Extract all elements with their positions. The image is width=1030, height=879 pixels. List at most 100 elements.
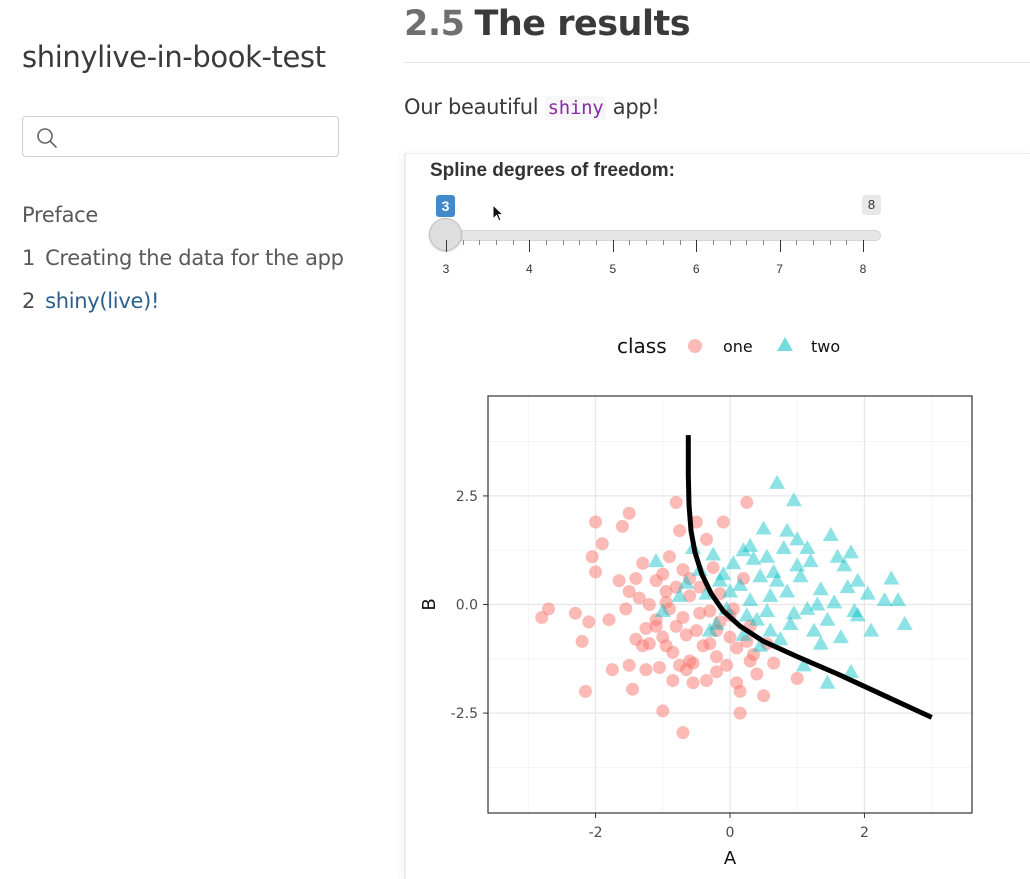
data-point-one bbox=[686, 676, 700, 690]
data-point-one bbox=[683, 571, 697, 585]
slider-tick-label: 4 bbox=[526, 262, 533, 276]
search-box[interactable] bbox=[22, 116, 339, 157]
data-point-two bbox=[812, 581, 829, 596]
data-point-two bbox=[779, 522, 796, 537]
data-point-two bbox=[836, 557, 853, 572]
data-point-one bbox=[706, 561, 720, 575]
slider-minor-tick bbox=[712, 240, 714, 245]
data-point-one bbox=[595, 537, 609, 551]
search-input[interactable] bbox=[67, 121, 331, 154]
slider-minor-tick bbox=[646, 240, 648, 245]
data-point-two bbox=[789, 557, 806, 572]
data-point-one bbox=[656, 567, 670, 581]
data-point-two bbox=[758, 548, 775, 563]
data-point-one bbox=[710, 650, 724, 664]
mouse-cursor-icon bbox=[492, 204, 505, 222]
data-point-one bbox=[615, 519, 629, 533]
data-point-two bbox=[832, 629, 849, 644]
data-point-two bbox=[849, 607, 866, 622]
data-point-two bbox=[802, 553, 819, 568]
x-tick-label: 2 bbox=[860, 825, 869, 841]
data-point-one bbox=[639, 663, 653, 677]
intro-text-end: app! bbox=[606, 95, 660, 119]
slider-minor-tick bbox=[462, 240, 464, 245]
sidebar-item-preface[interactable]: Preface bbox=[22, 203, 98, 227]
data-point-two bbox=[705, 546, 722, 561]
data-point-two bbox=[822, 527, 839, 541]
data-point-two bbox=[819, 611, 836, 626]
data-point-two bbox=[859, 585, 876, 600]
data-point-two bbox=[738, 607, 755, 622]
scatter-plot: class one two -2 0 2 2.5 0.0 -2.5 A B bbox=[419, 334, 973, 869]
legend-label-one: one bbox=[723, 337, 753, 356]
data-point-one bbox=[757, 689, 771, 703]
data-point-one bbox=[622, 658, 636, 672]
data-point-one bbox=[693, 580, 707, 594]
data-point-two bbox=[715, 566, 732, 581]
slider-tick bbox=[446, 240, 447, 252]
data-point-one bbox=[639, 621, 653, 635]
page-heading: 2.5 The results bbox=[404, 4, 691, 44]
slider-max-badge: 8 bbox=[862, 195, 881, 215]
data-point-two bbox=[779, 583, 796, 598]
data-point-two bbox=[762, 587, 779, 602]
data-point-two bbox=[758, 603, 775, 618]
data-point-one bbox=[659, 584, 673, 598]
intro-text: Our beautiful bbox=[404, 95, 545, 119]
data-point-one bbox=[733, 706, 747, 720]
data-point-two bbox=[846, 603, 863, 618]
slider-tick-label: 8 bbox=[859, 262, 867, 276]
data-point-one bbox=[612, 574, 626, 588]
slider-tick bbox=[696, 240, 698, 252]
intro-paragraph: Our beautiful shiny app! bbox=[404, 95, 660, 120]
slider-minor-tick bbox=[479, 240, 481, 245]
data-point-two bbox=[799, 600, 816, 615]
section-title: The results bbox=[474, 4, 691, 44]
sidebar-item-shinylive[interactable]: 2 shiny(live)! bbox=[22, 289, 159, 313]
data-point-one bbox=[740, 495, 754, 509]
y-axis-label: B bbox=[419, 598, 440, 610]
data-point-one bbox=[790, 671, 804, 685]
data-point-two bbox=[711, 572, 728, 587]
data-point-two bbox=[752, 568, 769, 583]
data-point-one bbox=[632, 591, 646, 605]
data-point-two bbox=[748, 611, 765, 626]
data-point-two bbox=[671, 587, 688, 602]
slider-label: Spline degrees of freedom: bbox=[430, 160, 675, 181]
data-point-two bbox=[775, 540, 792, 555]
data-point-two bbox=[735, 542, 752, 557]
y-tick-label: 0.0 bbox=[456, 598, 478, 614]
data-point-two bbox=[722, 583, 738, 598]
slider-handle[interactable] bbox=[429, 218, 462, 251]
slider-tick bbox=[529, 240, 531, 252]
slider-minor-tick bbox=[662, 240, 664, 245]
slider-tick-label: 5 bbox=[609, 262, 617, 276]
data-point-two bbox=[826, 594, 843, 609]
data-point-one bbox=[582, 615, 596, 629]
data-point-two bbox=[819, 674, 836, 689]
data-point-two bbox=[812, 635, 829, 650]
sidebar-item-number: 1 bbox=[22, 246, 36, 270]
data-point-one bbox=[699, 532, 713, 546]
data-point-one bbox=[689, 624, 703, 638]
data-point-one bbox=[693, 606, 707, 620]
data-point-one bbox=[673, 524, 687, 538]
slider-minor-tick bbox=[812, 240, 814, 245]
search-icon bbox=[37, 128, 57, 148]
data-point-one bbox=[649, 619, 663, 633]
x-axis-label: A bbox=[724, 848, 737, 869]
data-point-two bbox=[745, 550, 762, 565]
data-point-one bbox=[605, 663, 619, 677]
sidebar-item-creating-data[interactable]: 1 Creating the data for the app bbox=[22, 246, 344, 270]
data-point-two bbox=[678, 574, 695, 589]
heading-divider bbox=[404, 62, 1030, 63]
slider-minor-tick bbox=[496, 240, 498, 245]
y-tick-label: 2.5 bbox=[456, 489, 478, 505]
sidebar: shinylive-in-book-test Preface 1 Creating… bbox=[0, 0, 380, 878]
data-point-two bbox=[765, 563, 782, 578]
data-point-one bbox=[736, 571, 750, 585]
slider-minor-tick bbox=[829, 240, 831, 245]
data-point-one bbox=[733, 684, 747, 698]
site-title[interactable]: shinylive-in-book-test bbox=[22, 40, 326, 74]
data-point-one bbox=[683, 589, 697, 603]
